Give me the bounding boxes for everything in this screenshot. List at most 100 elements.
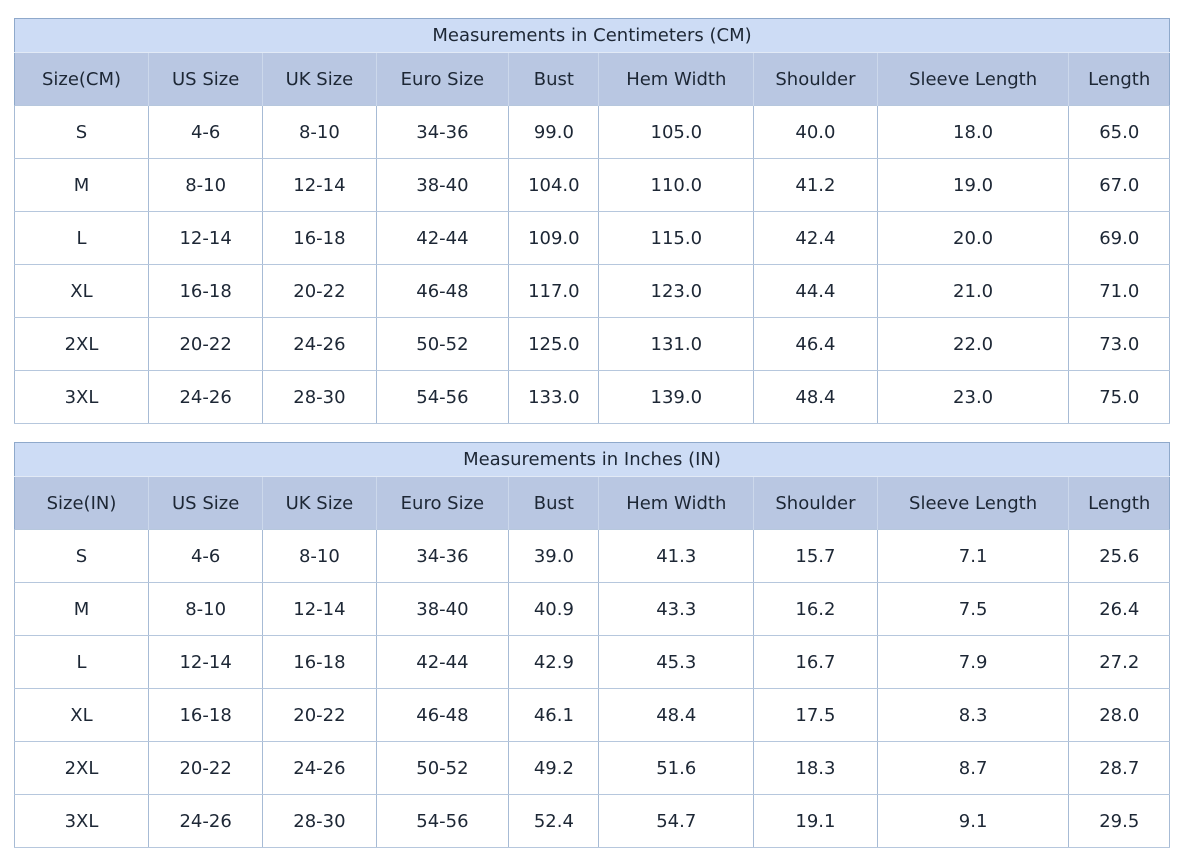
table-title: Measurements in Inches (IN) <box>14 442 1170 477</box>
measurement-cell: 15.7 <box>753 529 878 583</box>
table-row: L 12-14 16-18 42-44 42.9 45.3 16.7 7.9 27.2 <box>14 635 1170 689</box>
size-table-cm: Measurements in Centimeters (CM) Size(CM)… <box>14 18 1170 424</box>
size-table-in: Measurements in Inches (IN) Size(IN) US Si… <box>14 442 1170 848</box>
measurement-cell: 49.2 <box>508 741 600 795</box>
measurement-cell: 17.5 <box>753 688 878 742</box>
column-header: US Size <box>147 52 263 106</box>
measurement-cell: 8-10 <box>147 158 264 212</box>
measurement-cell: 12-14 <box>147 211 264 265</box>
measurement-cell: 54-56 <box>375 794 510 848</box>
size-label-cell: XL <box>14 688 149 742</box>
column-header: Hem Width <box>598 52 754 106</box>
measurement-cell: 12-14 <box>262 582 377 636</box>
measurement-cell: 8.7 <box>876 741 1070 795</box>
measurement-cell: 42-44 <box>375 211 510 265</box>
column-header: Bust <box>508 52 599 106</box>
measurement-cell: 27.2 <box>1068 635 1170 689</box>
size-label-cell: 3XL <box>14 370 149 424</box>
measurement-cell: 7.9 <box>876 635 1070 689</box>
measurement-cell: 12-14 <box>147 635 264 689</box>
measurement-cell: 4-6 <box>147 529 264 583</box>
measurement-cell: 46.1 <box>508 688 600 742</box>
table-row: S 4-6 8-10 34-36 39.0 41.3 15.7 7.1 25.6 <box>14 529 1170 583</box>
measurement-cell: 34-36 <box>375 105 510 159</box>
size-label-cell: S <box>14 105 149 159</box>
measurement-cell: 46-48 <box>375 688 510 742</box>
measurement-cell: 16.2 <box>753 582 878 636</box>
measurement-cell: 8-10 <box>147 582 264 636</box>
column-header: Shoulder <box>753 52 878 106</box>
column-header: Bust <box>508 476 599 530</box>
measurement-cell: 104.0 <box>508 158 600 212</box>
measurement-cell: 75.0 <box>1068 370 1170 424</box>
column-header: Size(IN) <box>14 476 149 530</box>
measurement-cell: 51.6 <box>598 741 755 795</box>
measurement-cell: 24-26 <box>147 370 264 424</box>
measurement-cell: 7.1 <box>876 529 1070 583</box>
measurement-cell: 65.0 <box>1068 105 1170 159</box>
measurement-cell: 45.3 <box>598 635 755 689</box>
measurement-cell: 25.6 <box>1068 529 1170 583</box>
measurement-cell: 46-48 <box>375 264 510 318</box>
measurement-cell: 69.0 <box>1068 211 1170 265</box>
measurement-cell: 48.4 <box>598 688 755 742</box>
column-header: US Size <box>147 476 263 530</box>
measurement-cell: 115.0 <box>598 211 755 265</box>
measurement-cell: 38-40 <box>375 582 510 636</box>
measurement-cell: 18.0 <box>876 105 1070 159</box>
column-header: UK Size <box>262 52 376 106</box>
measurement-cell: 52.4 <box>508 794 600 848</box>
size-label-cell: M <box>14 158 149 212</box>
measurement-cell: 20-22 <box>262 688 377 742</box>
measurement-cell: 40.9 <box>508 582 600 636</box>
measurement-cell: 39.0 <box>508 529 600 583</box>
size-label-cell: XL <box>14 264 149 318</box>
table-row: L 12-14 16-18 42-44 109.0 115.0 42.4 20.0 69.0 <box>14 211 1170 265</box>
measurement-cell: 16-18 <box>262 211 377 265</box>
measurement-cell: 131.0 <box>598 317 755 371</box>
table-row: XL 16-18 20-22 46-48 46.1 48.4 17.5 8.3 28.0 <box>14 688 1170 742</box>
measurement-cell: 38-40 <box>375 158 510 212</box>
table-header-row: Size(IN) US Size UK Size Euro Size Bust Hem W… <box>14 476 1170 530</box>
measurement-cell: 20-22 <box>262 264 377 318</box>
column-header: Euro Size <box>375 476 509 530</box>
measurement-cell: 67.0 <box>1068 158 1170 212</box>
table-header-row: Size(CM) US Size UK Size Euro Size Bust Hem W… <box>14 52 1170 106</box>
measurement-cell: 41.3 <box>598 529 755 583</box>
column-header: UK Size <box>262 476 376 530</box>
measurement-cell: 43.3 <box>598 582 755 636</box>
size-label-cell: 2XL <box>14 317 149 371</box>
measurement-cell: 40.0 <box>753 105 878 159</box>
measurement-cell: 22.0 <box>876 317 1070 371</box>
table-row: M 8-10 12-14 38-40 104.0 110.0 41.2 19.0 67.0 <box>14 158 1170 212</box>
table-row: 2XL 20-22 24-26 50-52 49.2 51.6 18.3 8.7 28.7 <box>14 741 1170 795</box>
measurement-cell: 20-22 <box>147 317 264 371</box>
column-header: Euro Size <box>375 52 509 106</box>
measurement-cell: 50-52 <box>375 741 510 795</box>
measurement-cell: 73.0 <box>1068 317 1170 371</box>
column-header: Size(CM) <box>14 52 149 106</box>
measurement-cell: 41.2 <box>753 158 878 212</box>
measurement-cell: 24-26 <box>262 317 377 371</box>
size-label-cell: 2XL <box>14 741 149 795</box>
table-row: XL 16-18 20-22 46-48 117.0 123.0 44.4 21.0 71.0 <box>14 264 1170 318</box>
column-header: Length <box>1068 476 1170 530</box>
measurement-cell: 28-30 <box>262 794 377 848</box>
measurement-cell: 4-6 <box>147 105 264 159</box>
measurement-cell: 18.3 <box>753 741 878 795</box>
measurement-cell: 110.0 <box>598 158 755 212</box>
column-header: Sleeve Length <box>876 476 1069 530</box>
measurement-cell: 44.4 <box>753 264 878 318</box>
table-row: M 8-10 12-14 38-40 40.9 43.3 16.2 7.5 26.4 <box>14 582 1170 636</box>
measurement-cell: 123.0 <box>598 264 755 318</box>
column-header: Hem Width <box>598 476 754 530</box>
size-label-cell: L <box>14 635 149 689</box>
measurement-cell: 109.0 <box>508 211 600 265</box>
measurement-cell: 16-18 <box>147 264 264 318</box>
column-header: Shoulder <box>753 476 878 530</box>
measurement-cell: 125.0 <box>508 317 600 371</box>
measurement-cell: 29.5 <box>1068 794 1170 848</box>
table-title-row: Measurements in Inches (IN) <box>14 442 1170 477</box>
measurement-cell: 54.7 <box>598 794 755 848</box>
